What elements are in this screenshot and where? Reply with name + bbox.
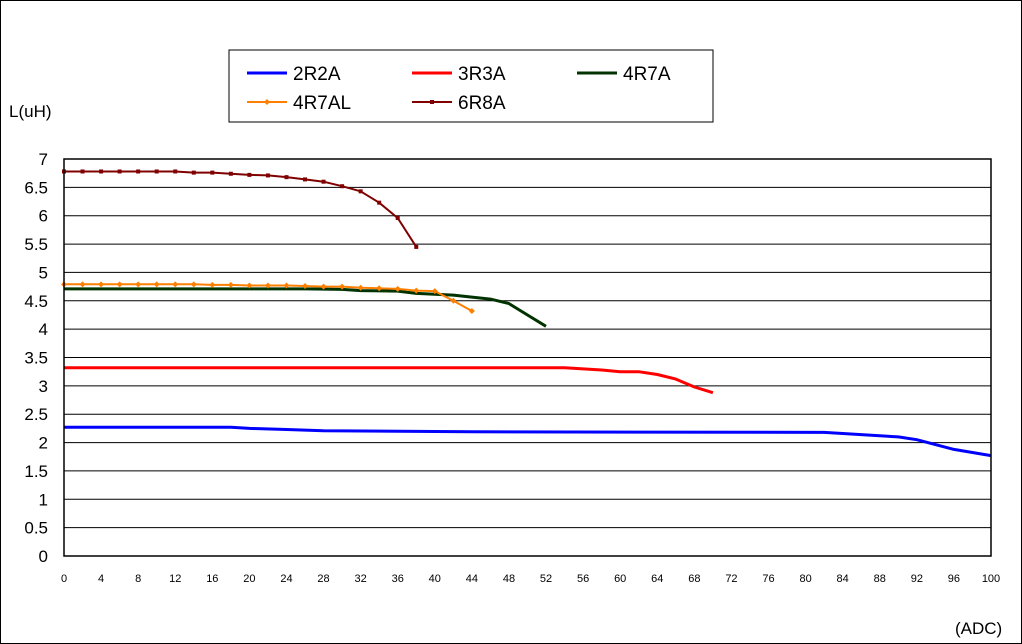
x-tick-label: 44 bbox=[466, 573, 478, 585]
legend-label: 4R7AL bbox=[293, 93, 351, 114]
data-point-6r8a bbox=[173, 169, 177, 173]
y-tick-label: 1 bbox=[39, 490, 48, 509]
data-point-4r7al bbox=[154, 281, 160, 287]
y-tick-label: 2.5 bbox=[24, 405, 48, 424]
series-line-2r2a bbox=[64, 427, 991, 455]
x-tick-label: 80 bbox=[799, 573, 811, 585]
series-4r7al bbox=[61, 281, 475, 314]
legend-label: 3R3A bbox=[458, 64, 506, 85]
x-tick-label: 20 bbox=[243, 573, 255, 585]
x-tick-label: 32 bbox=[355, 573, 367, 585]
data-point-6r8a bbox=[210, 171, 214, 175]
x-tick-label: 88 bbox=[874, 573, 886, 585]
series-line-3r3a bbox=[64, 368, 713, 393]
x-tick-label: 28 bbox=[317, 573, 329, 585]
data-point-6r8a bbox=[303, 177, 307, 181]
legend-label: 4R7A bbox=[623, 64, 671, 85]
x-tick-label: 56 bbox=[577, 573, 589, 585]
x-tick-label: 36 bbox=[392, 573, 404, 585]
data-point-6r8a bbox=[322, 180, 326, 184]
data-point-6r8a bbox=[340, 184, 344, 188]
x-tick-labels: 0 4 8 12 16 20 24 28 32 36 40 44 48 52 56 60 64 68 72 76 80 8… bbox=[61, 573, 1000, 585]
legend-label: 2R2A bbox=[293, 64, 341, 85]
y-tick-label: 4 bbox=[39, 320, 48, 339]
y-tick-label: 0 bbox=[39, 547, 48, 566]
legend-marker bbox=[430, 100, 434, 104]
series-layer bbox=[61, 169, 991, 455]
series-3r3a bbox=[64, 368, 713, 393]
y-axis-label: L(uH) bbox=[9, 102, 52, 121]
series-6r8a bbox=[62, 169, 418, 248]
data-point-6r8a bbox=[266, 173, 270, 177]
legend-label: 6R8A bbox=[458, 93, 506, 114]
data-point-6r8a bbox=[81, 169, 85, 173]
data-point-6r8a bbox=[118, 169, 122, 173]
y-tick-label: 0.5 bbox=[24, 519, 48, 538]
x-tick-label: 12 bbox=[169, 573, 181, 585]
data-point-6r8a bbox=[377, 201, 381, 205]
x-tick-label: 8 bbox=[135, 573, 141, 585]
x-tick-label: 48 bbox=[503, 573, 515, 585]
x-tick-label: 100 bbox=[982, 573, 1000, 585]
y-tick-label: 2 bbox=[39, 434, 48, 453]
x-tick-label: 16 bbox=[206, 573, 218, 585]
data-point-6r8a bbox=[284, 175, 288, 179]
y-tick-label: 5 bbox=[39, 263, 48, 282]
x-tick-label: 40 bbox=[429, 573, 441, 585]
legend: 2R2A 3R3A 4R7A 4R7AL 6R8A bbox=[229, 50, 713, 122]
x-tick-label: 96 bbox=[948, 573, 960, 585]
data-point-4r7al bbox=[80, 281, 86, 287]
y-tick-label: 3 bbox=[39, 377, 48, 396]
x-tick-label: 4 bbox=[98, 573, 104, 585]
x-tick-label: 24 bbox=[280, 573, 292, 585]
series-line-6r8a bbox=[64, 172, 416, 247]
gridlines bbox=[64, 187, 991, 527]
y-tick-labels: 0 0.5 1 1.5 2 2.5 3 3.5 4 4.5 5 5.5 6 6.5 7 bbox=[24, 150, 48, 566]
data-point-4r7al bbox=[135, 281, 141, 287]
series-2r2a bbox=[64, 427, 991, 455]
y-tick-label: 6 bbox=[39, 207, 48, 226]
data-point-6r8a bbox=[247, 173, 251, 177]
x-tick-label: 84 bbox=[837, 573, 849, 585]
y-tick-label: 3.5 bbox=[24, 349, 48, 368]
y-tick-label: 5.5 bbox=[24, 235, 48, 254]
x-tick-label: 68 bbox=[688, 573, 700, 585]
x-tick-label: 64 bbox=[651, 573, 663, 585]
data-point-6r8a bbox=[99, 169, 103, 173]
data-point-6r8a bbox=[155, 169, 159, 173]
y-tick-label: 6.5 bbox=[24, 178, 48, 197]
data-point-6r8a bbox=[396, 216, 400, 220]
x-tick-label: 60 bbox=[614, 573, 626, 585]
data-point-6r8a bbox=[414, 245, 418, 249]
data-point-6r8a bbox=[229, 172, 233, 176]
data-point-4r7al bbox=[209, 282, 215, 288]
data-point-4r7al bbox=[191, 281, 197, 287]
x-tick-label: 76 bbox=[762, 573, 774, 585]
x-tick-label: 92 bbox=[911, 573, 923, 585]
x-tick-label: 0 bbox=[61, 573, 67, 585]
data-point-4r7al bbox=[172, 281, 178, 287]
series-4r7a bbox=[64, 289, 546, 326]
y-tick-label: 7 bbox=[39, 150, 48, 169]
data-point-6r8a bbox=[359, 189, 363, 193]
series-line-4r7a bbox=[64, 289, 546, 326]
data-point-6r8a bbox=[192, 171, 196, 175]
x-tick-label: 72 bbox=[725, 573, 737, 585]
data-point-4r7al bbox=[228, 282, 234, 288]
data-point-6r8a bbox=[136, 169, 140, 173]
y-tick-label: 4.5 bbox=[24, 292, 48, 311]
data-point-4r7al bbox=[98, 281, 104, 287]
x-tick-label: 52 bbox=[540, 573, 552, 585]
y-tick-label: 1.5 bbox=[24, 462, 48, 481]
data-point-4r7al bbox=[117, 281, 123, 287]
x-axis-label: (ADC) bbox=[955, 619, 1002, 638]
